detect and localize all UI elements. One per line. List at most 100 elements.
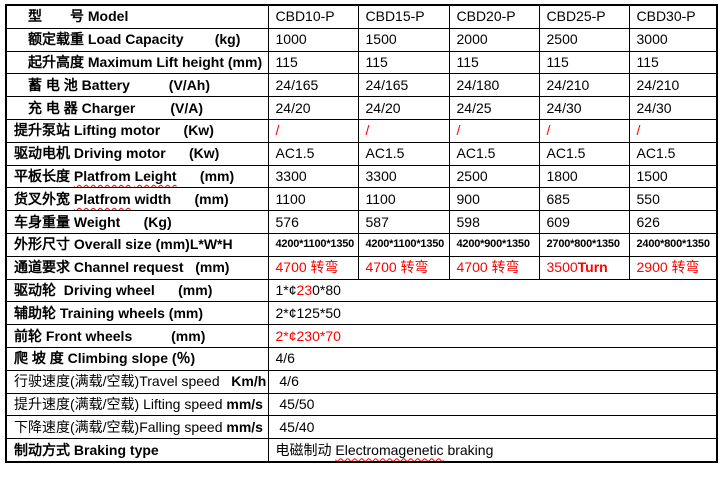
spec-value: AC1.5 <box>628 141 718 166</box>
spec-value: 2900 转弯 <box>628 255 718 280</box>
spec-value: 24/20 <box>357 96 450 120</box>
row-label-driving-motor: 驱动电机 Driving motor (Kw) <box>5 141 269 166</box>
row-label-load-capacity: 额定载重 Load Capacity (kg) <box>5 27 269 52</box>
row-label-training-wheels: 辅助轮 Training wheels (mm) <box>5 301 269 326</box>
row-label-model: 型 号 Model <box>5 4 269 29</box>
label-unit: mm/s <box>226 418 263 435</box>
table-row-lift-height: 起升高度 Maximum Lift height (mm) 115 115 11… <box>5 50 718 75</box>
spec-value: 4/6 <box>267 369 718 394</box>
value-text: 1*¢ <box>275 281 297 298</box>
value-text: Turn <box>577 259 608 276</box>
spec-value: 3500Turn <box>538 255 630 280</box>
spec-value: AC1.5 <box>267 141 359 166</box>
spec-value: 24/30 <box>628 96 718 120</box>
spec-value: 24/165 <box>267 73 359 98</box>
spec-value: / <box>267 118 359 143</box>
model-value: CBD10-P <box>267 4 359 29</box>
spec-table: 型 号 Model CBD10-P CBD15-P CBD20-P CBD25-… <box>5 4 718 463</box>
model-value: CBD20-P <box>448 4 540 29</box>
table-row-platform-width: 货叉外宽 Platfrom width (mm) 1100 1100 900 6… <box>5 187 718 212</box>
table-row-training-wheels: 辅助轮 Training wheels (mm) 2*¢125*50 <box>5 301 718 326</box>
spec-value: 1500 <box>357 27 450 52</box>
spec-value: 115 <box>538 50 630 75</box>
spec-value: 2000 <box>448 27 540 52</box>
spec-value: / <box>357 118 450 143</box>
spec-value: 576 <box>267 210 359 234</box>
spellcheck-word: Electromagenetic <box>335 441 444 458</box>
table-row-braking-type: 制动方式 Braking type 电磁制动 Electromagenetic … <box>5 438 718 463</box>
row-label-platform-length: 平板长度 Platfrom Leight (mm) <box>5 164 269 189</box>
spec-value: 115 <box>628 50 718 75</box>
model-value: CBD30-P <box>628 4 718 29</box>
row-label-overall-size: 外形尺寸 Overall size (mm)L*W*H <box>5 232 269 257</box>
label-text: 提升速度(满载/空载) Lifting speed <box>14 395 227 412</box>
spec-value: 24/25 <box>448 96 540 120</box>
label-text: 货叉外宽 <box>14 190 74 207</box>
spec-value: 1500 <box>628 164 718 189</box>
model-value: CBD15-P <box>357 4 450 29</box>
spec-value: 4700 转弯 <box>267 255 359 280</box>
spec-value: 2400*800*1350 <box>628 232 718 257</box>
row-label-front-wheels: 前轮 Front wheels (mm) <box>5 324 269 348</box>
table-row-battery: 蓄 电 池 Battery (V/Ah) 24/165 24/165 24/18… <box>5 73 718 98</box>
spellcheck-word: Platfrom <box>73 190 131 207</box>
row-label-lifting-motor: 提升泵站 Lifting motor (Kw) <box>5 118 269 143</box>
row-label-weight: 车身重量 Weight (Kg) <box>5 210 269 234</box>
spec-value: 4200*900*1350 <box>448 232 540 257</box>
spec-value: 685 <box>538 187 630 212</box>
spec-value: 24/210 <box>538 73 630 98</box>
table-row-driving-wheel: 驱动轮 Driving wheel (mm) 1*¢230*80 <box>5 278 718 303</box>
spec-value: 24/210 <box>628 73 718 98</box>
spec-value: 4700 转弯 <box>448 255 540 280</box>
spec-value: 1*¢230*80 <box>267 278 718 303</box>
table-row-platform-length: 平板长度 Platfrom Leight (mm) 3300 3300 2500… <box>5 164 718 189</box>
table-row-overall-size: 外形尺寸 Overall size (mm)L*W*H 4200*1100*13… <box>5 232 718 257</box>
spec-value: 1800 <box>538 164 630 189</box>
spec-value: 1100 <box>357 187 450 212</box>
label-text: 下降速度(满载/空载)Falling speed <box>14 418 227 435</box>
table-row-load-capacity: 额定载重 Load Capacity (kg) 1000 1500 2000 2… <box>5 27 718 52</box>
label-text: 行驶速度(满载/空载)Travel speed <box>14 373 232 390</box>
value-text: 0*80 <box>312 281 341 298</box>
table-row-front-wheels: 前轮 Front wheels (mm) 2*¢230*70 <box>5 324 718 348</box>
spec-value: 900 <box>448 187 540 212</box>
row-label-channel-request: 通道要求 Channel request (mm) <box>5 255 269 280</box>
value-text: 3500 <box>546 259 578 276</box>
row-label-charger: 充 电 器 Charger (V/A) <box>5 96 269 120</box>
spec-value: 4200*1100*1350 <box>267 232 359 257</box>
table-row-travel-speed: 行驶速度(满载/空载)Travel speed Km/h 4/6 <box>5 369 718 394</box>
table-row-lifting-motor: 提升泵站 Lifting motor (Kw) / / / / / <box>5 118 718 143</box>
spec-value: 2700*800*1350 <box>538 232 630 257</box>
spec-value: AC1.5 <box>448 141 540 166</box>
spec-value: 4/6 <box>267 346 718 371</box>
spec-value: 2*¢125*50 <box>267 301 718 326</box>
spec-value: / <box>538 118 630 143</box>
row-label-battery: 蓄 电 池 Battery (V/Ah) <box>5 73 269 98</box>
spec-value: AC1.5 <box>538 141 630 166</box>
label-unit: width (mm) <box>130 190 229 207</box>
row-label-lifting-speed: 提升速度(满载/空载) Lifting speed mm/s <box>5 392 269 417</box>
spec-value: 115 <box>357 50 450 75</box>
spec-value: 115 <box>267 50 359 75</box>
spec-value: 115 <box>448 50 540 75</box>
table-row-charger: 充 电 器 Charger (V/A) 24/20 24/20 24/25 24… <box>5 96 718 120</box>
label-unit: Km/h <box>231 373 267 390</box>
spec-value: AC1.5 <box>357 141 450 166</box>
spec-value: 3000 <box>628 27 718 52</box>
spec-value: 4700 转弯 <box>357 255 450 280</box>
spec-value: 3300 <box>267 164 359 189</box>
spec-value: 550 <box>628 187 718 212</box>
row-label-braking-type: 制动方式 Braking type <box>5 438 269 463</box>
spec-value: 2*¢230*70 <box>267 324 718 348</box>
table-row-lifting-speed: 提升速度(满载/空载) Lifting speed mm/s 45/50 <box>5 392 718 417</box>
value-text: 电磁制动 <box>275 441 336 458</box>
label-unit: mm/s <box>226 395 263 412</box>
spec-value: 45/50 <box>267 392 718 417</box>
row-label-lift-height: 起升高度 Maximum Lift height (mm) <box>5 50 269 75</box>
spec-value: 24/180 <box>448 73 540 98</box>
table-row-driving-motor: 驱动电机 Driving motor (Kw) AC1.5 AC1.5 AC1.… <box>5 141 718 166</box>
label-unit: (mm) <box>176 167 235 184</box>
spec-value: 598 <box>448 210 540 234</box>
spec-value: 电磁制动 Electromagenetic braking <box>267 438 718 463</box>
spec-value: 45/40 <box>267 415 718 440</box>
